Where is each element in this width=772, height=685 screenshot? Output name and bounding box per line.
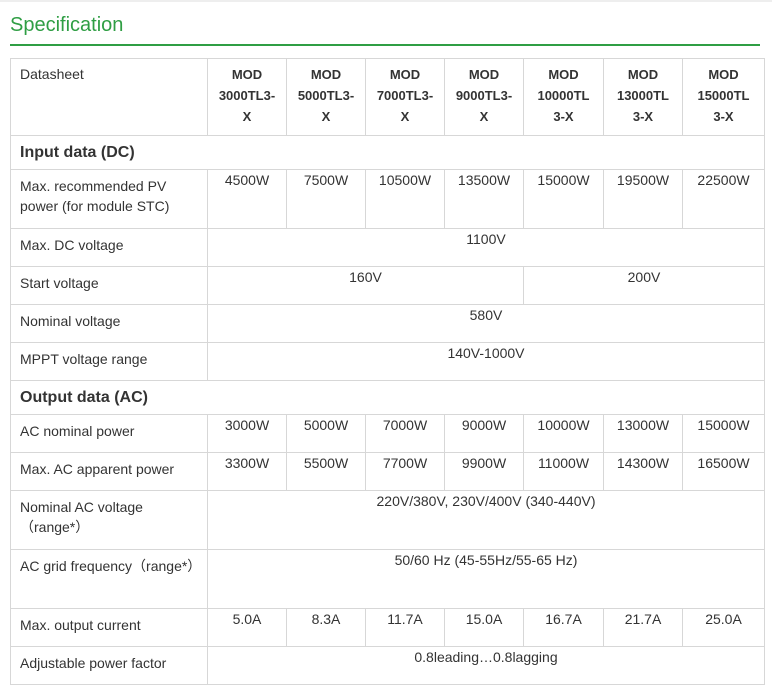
cell-value: 1100V bbox=[207, 228, 765, 267]
page-title: Specification bbox=[10, 14, 124, 36]
cell-value: 8.3A bbox=[286, 608, 366, 647]
cell-value: 7000W bbox=[365, 414, 445, 453]
table-header-row: Datasheet MOD 3000TL3- X MOD 5000TL3- X MOD 7… bbox=[10, 58, 765, 136]
cell-value: 140V-1000V bbox=[207, 342, 765, 381]
cell-value: 10500W bbox=[365, 169, 445, 229]
cell-value: 5000W bbox=[286, 414, 366, 453]
cell-value: 3000W bbox=[207, 414, 287, 453]
table-row: Nominal AC voltage（range*） 220V/380V, 23… bbox=[10, 490, 765, 550]
row-label: Max. output current bbox=[10, 608, 208, 647]
table-row: Max. AC apparent power 3300W 5500W 7700W… bbox=[10, 452, 765, 491]
cell-value: 19500W bbox=[603, 169, 683, 229]
cell-value: 15000W bbox=[523, 169, 604, 229]
cell-value: 9000W bbox=[444, 414, 524, 453]
table-row: Max. recommended PV power (for module ST… bbox=[10, 169, 765, 229]
cell-value: 14300W bbox=[603, 452, 683, 491]
cell-value: 16500W bbox=[682, 452, 765, 491]
title-divider bbox=[10, 44, 760, 46]
cell-value: 22500W bbox=[682, 169, 765, 229]
row-label: MPPT voltage range bbox=[10, 342, 208, 381]
cell-value: 220V/380V, 230V/400V (340-440V) bbox=[207, 490, 765, 550]
cell-value: 4500W bbox=[207, 169, 287, 229]
row-label: AC grid frequency（range*） bbox=[10, 549, 208, 609]
section-title-output: Output data (AC) bbox=[10, 380, 765, 415]
cell-value: 16.7A bbox=[523, 608, 604, 647]
row-label: Nominal voltage bbox=[10, 304, 208, 343]
table-row: Nominal voltage 580V bbox=[10, 304, 765, 343]
section-row: Input data (DC) bbox=[10, 135, 765, 170]
cell-value: 0.8leading…0.8lagging bbox=[207, 646, 765, 685]
row-label: Max. AC apparent power bbox=[10, 452, 208, 491]
cell-value: 9900W bbox=[444, 452, 524, 491]
row-label: Nominal AC voltage（range*） bbox=[10, 490, 208, 550]
table-row: Adjustable power factor 0.8leading…0.8la… bbox=[10, 646, 765, 685]
cell-value: 21.7A bbox=[603, 608, 683, 647]
header-label: Datasheet bbox=[10, 58, 208, 136]
cell-value: 5500W bbox=[286, 452, 366, 491]
row-label: Adjustable power factor bbox=[10, 646, 208, 685]
cell-value: 13500W bbox=[444, 169, 524, 229]
cell-value: 160V bbox=[207, 266, 524, 305]
cell-value: 15.0A bbox=[444, 608, 524, 647]
spec-table: Datasheet MOD 3000TL3- X MOD 5000TL3- X MOD 7… bbox=[10, 58, 765, 685]
cell-value: 3300W bbox=[207, 452, 287, 491]
cell-value: 11000W bbox=[523, 452, 604, 491]
cell-value: 200V bbox=[523, 266, 765, 305]
cell-value: 25.0A bbox=[682, 608, 765, 647]
cell-value: 13000W bbox=[603, 414, 683, 453]
top-edge bbox=[0, 0, 772, 2]
table-row: Max. DC voltage 1100V bbox=[10, 228, 765, 267]
cell-value: 15000W bbox=[682, 414, 765, 453]
table-row: AC grid frequency（range*） 50/60 Hz (45-5… bbox=[10, 549, 765, 609]
cell-value: 50/60 Hz (45-55Hz/55-65 Hz) bbox=[207, 549, 765, 609]
model-header: MOD 13000TL 3-X bbox=[603, 58, 683, 136]
row-label: Max. DC voltage bbox=[10, 228, 208, 267]
section-row: Output data (AC) bbox=[10, 380, 765, 415]
model-header: MOD 3000TL3- X bbox=[207, 58, 287, 136]
cell-value: 5.0A bbox=[207, 608, 287, 647]
row-label: Max. recommended PV power (for module ST… bbox=[10, 169, 208, 229]
row-label: AC nominal power bbox=[10, 414, 208, 453]
model-header: MOD 7000TL3- X bbox=[365, 58, 445, 136]
row-label: Start voltage bbox=[10, 266, 208, 305]
cell-value: 7500W bbox=[286, 169, 366, 229]
model-header: MOD 5000TL3- X bbox=[286, 58, 366, 136]
table-row: MPPT voltage range 140V-1000V bbox=[10, 342, 765, 381]
table-row: AC nominal power 3000W 5000W 7000W 9000W… bbox=[10, 414, 765, 453]
cell-value: 7700W bbox=[365, 452, 445, 491]
cell-value: 11.7A bbox=[365, 608, 445, 647]
model-header: MOD 15000TL 3-X bbox=[682, 58, 765, 136]
table-row: Max. output current 5.0A 8.3A 11.7A 15.0… bbox=[10, 608, 765, 647]
section-title-input: Input data (DC) bbox=[10, 135, 765, 170]
cell-value: 10000W bbox=[523, 414, 604, 453]
cell-value: 580V bbox=[207, 304, 765, 343]
table-row: Start voltage 160V 200V bbox=[10, 266, 765, 305]
model-header: MOD 10000TL 3-X bbox=[523, 58, 604, 136]
model-header: MOD 9000TL3- X bbox=[444, 58, 524, 136]
